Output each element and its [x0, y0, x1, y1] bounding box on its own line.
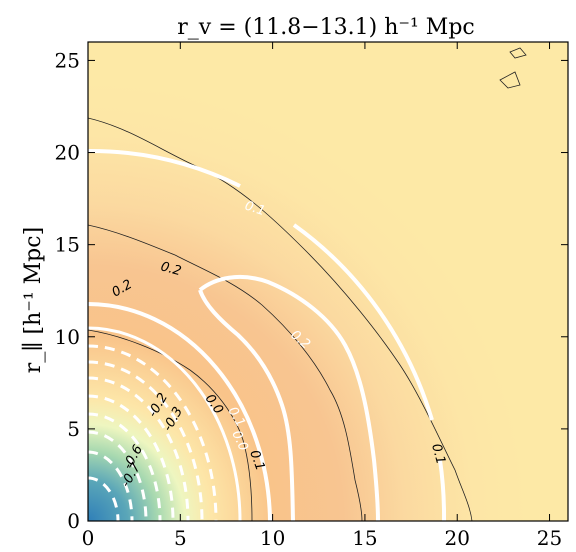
heatmap-background — [88, 42, 568, 521]
negative-contours — [88, 344, 218, 521]
x-tick-label: 25 — [537, 526, 562, 550]
x-tick-label: 5 — [174, 526, 187, 550]
x-tick-label: 15 — [352, 526, 377, 550]
dashed-contour-4 — [88, 394, 175, 521]
plot-area: 0.1 0.2 0.1 0.2 0.2 0.0 0.1 0.1 0.0 -0.2… — [88, 42, 568, 521]
black-contour-small-loop-2 — [509, 47, 527, 59]
black-contour-mid — [88, 224, 363, 521]
y-tick-label: 20 — [55, 141, 80, 165]
y-tick-label: 5 — [67, 417, 80, 441]
white-contour-mid-loop — [198, 274, 380, 521]
white-contour-outer-2 — [292, 223, 434, 421]
x-tick-label: 20 — [445, 526, 470, 550]
label-white-outer: 0.1 — [243, 199, 267, 220]
dashed-contour-2 — [88, 360, 204, 521]
white-contour-inner-a — [88, 302, 272, 521]
plot-frame — [87, 41, 569, 522]
chart-title: r_v = (11.8−13.1) h⁻¹ Mpc — [177, 15, 474, 40]
white-contour-outer — [88, 148, 241, 188]
label-black-inner-a: 0.1 — [246, 448, 267, 473]
dashed-contour-3 — [88, 376, 190, 521]
title: r_v = (11.8−13.1) h⁻¹ Mpc — [177, 15, 474, 40]
x-tick-label: 0 — [82, 526, 95, 550]
x-axis-ticks: 0 5 10 15 20 25 — [82, 42, 562, 550]
white-contour-inner-b — [88, 326, 242, 521]
dashed-contour-1 — [88, 344, 218, 521]
y-tick-label: 25 — [55, 48, 80, 72]
black-contour-outer — [88, 117, 473, 521]
dashed-contour-7 — [88, 450, 134, 521]
x-tick-label: 10 — [260, 526, 285, 550]
y-tick-label: 10 — [55, 325, 80, 349]
y-tick-label: 15 — [55, 233, 80, 257]
black-contour-small-loop — [499, 71, 521, 89]
y-axis-ticks: 0 5 10 15 20 25 — [55, 48, 568, 533]
black-contour-zero — [88, 329, 253, 521]
dashed-contour-8 — [88, 476, 120, 521]
label-black-outer: 0.1 — [428, 442, 448, 466]
dashed-contour-5 — [88, 412, 162, 521]
y-axis-title: r_∥ [h⁻¹ Mpc] — [21, 227, 46, 373]
y-tick-label: 0 — [67, 509, 80, 533]
label-black-mid-b: 0.2 — [159, 259, 183, 279]
